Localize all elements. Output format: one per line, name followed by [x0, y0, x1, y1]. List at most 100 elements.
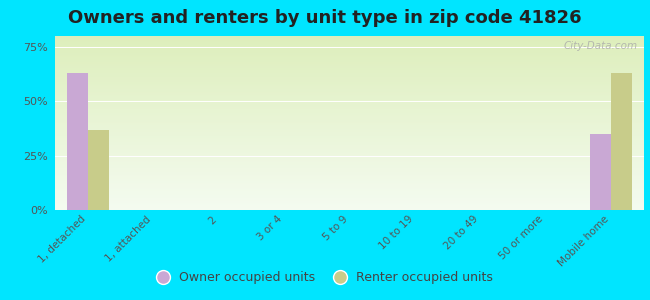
Bar — [55, 81, 644, 83]
Bar — [55, 93, 644, 94]
Bar — [55, 153, 644, 154]
Bar — [55, 152, 644, 153]
Bar — [55, 68, 644, 70]
Bar — [55, 190, 644, 191]
Bar — [55, 70, 644, 71]
Bar — [55, 138, 644, 139]
Bar — [55, 111, 644, 112]
Bar — [611, 73, 632, 210]
Bar — [55, 37, 644, 38]
Bar — [55, 172, 644, 173]
Bar — [55, 117, 644, 119]
Bar — [55, 53, 644, 55]
Bar — [55, 71, 644, 72]
Bar — [55, 80, 644, 81]
Bar — [55, 119, 644, 121]
Bar — [55, 139, 644, 140]
Bar — [55, 162, 644, 164]
Bar — [55, 101, 644, 102]
Bar — [55, 36, 644, 37]
Bar — [55, 160, 644, 161]
Bar — [55, 127, 644, 128]
Bar — [55, 124, 644, 125]
Bar — [55, 89, 644, 91]
Bar — [55, 59, 644, 60]
Bar — [55, 209, 644, 210]
Bar — [55, 51, 644, 52]
Bar — [55, 166, 644, 167]
Bar — [55, 196, 644, 197]
Bar — [55, 146, 644, 147]
Bar — [55, 147, 644, 148]
Bar — [55, 95, 644, 96]
Bar — [55, 107, 644, 108]
Bar — [590, 134, 611, 210]
Bar — [55, 178, 644, 179]
Bar — [55, 56, 644, 57]
Bar — [55, 128, 644, 129]
Legend: Owner occupied units, Renter occupied units: Owner occupied units, Renter occupied un… — [150, 265, 500, 291]
Bar — [55, 182, 644, 183]
Bar — [55, 201, 644, 202]
Bar — [55, 61, 644, 63]
Bar — [55, 155, 644, 157]
Bar — [55, 57, 644, 58]
Bar — [55, 67, 644, 68]
Bar — [55, 129, 644, 130]
Bar — [55, 82, 644, 84]
Bar — [55, 116, 644, 117]
Bar — [55, 208, 644, 209]
Bar — [55, 173, 644, 174]
Bar — [67, 73, 88, 210]
Bar — [55, 100, 644, 101]
Bar — [55, 110, 644, 111]
Bar — [55, 125, 644, 127]
Bar — [55, 164, 644, 165]
Bar — [55, 76, 644, 78]
Bar — [55, 65, 644, 66]
Bar — [55, 198, 644, 200]
Bar — [55, 85, 644, 86]
Bar — [55, 142, 644, 143]
Bar — [55, 175, 644, 176]
Bar — [55, 50, 644, 51]
Bar — [55, 102, 644, 103]
Bar — [55, 137, 644, 138]
Bar — [55, 112, 644, 114]
Bar — [55, 148, 644, 150]
Bar — [55, 151, 644, 152]
Bar — [55, 121, 644, 122]
Bar — [55, 108, 644, 109]
Bar — [55, 60, 644, 62]
Bar — [55, 189, 644, 190]
Bar — [55, 52, 644, 53]
Bar — [55, 98, 644, 99]
Bar — [55, 99, 644, 100]
Bar — [55, 168, 644, 169]
Bar — [55, 87, 644, 88]
Bar — [55, 84, 644, 85]
Bar — [55, 40, 644, 42]
Bar — [55, 44, 644, 45]
Bar — [55, 118, 644, 119]
Bar — [55, 158, 644, 159]
Bar — [55, 154, 644, 155]
Bar — [55, 169, 644, 171]
Bar — [55, 63, 644, 64]
Bar — [55, 179, 644, 180]
Bar — [55, 134, 644, 135]
Bar — [55, 183, 644, 184]
Bar — [55, 161, 644, 162]
Bar — [55, 194, 644, 195]
Bar — [88, 130, 109, 210]
Bar — [55, 159, 644, 160]
Bar — [55, 43, 644, 44]
Bar — [55, 122, 644, 123]
Bar — [55, 187, 644, 188]
Bar — [55, 94, 644, 95]
Bar — [55, 78, 644, 79]
Text: Owners and renters by unit type in zip code 41826: Owners and renters by unit type in zip c… — [68, 9, 582, 27]
Bar — [55, 203, 644, 204]
Bar — [55, 64, 644, 65]
Bar — [55, 66, 644, 67]
